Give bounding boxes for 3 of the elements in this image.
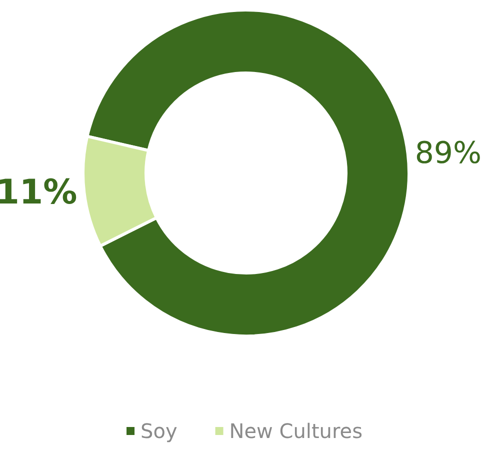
legend-label: Soy: [140, 419, 178, 443]
data-label: 89%: [414, 136, 482, 171]
legend-label: New Cultures: [229, 419, 362, 443]
